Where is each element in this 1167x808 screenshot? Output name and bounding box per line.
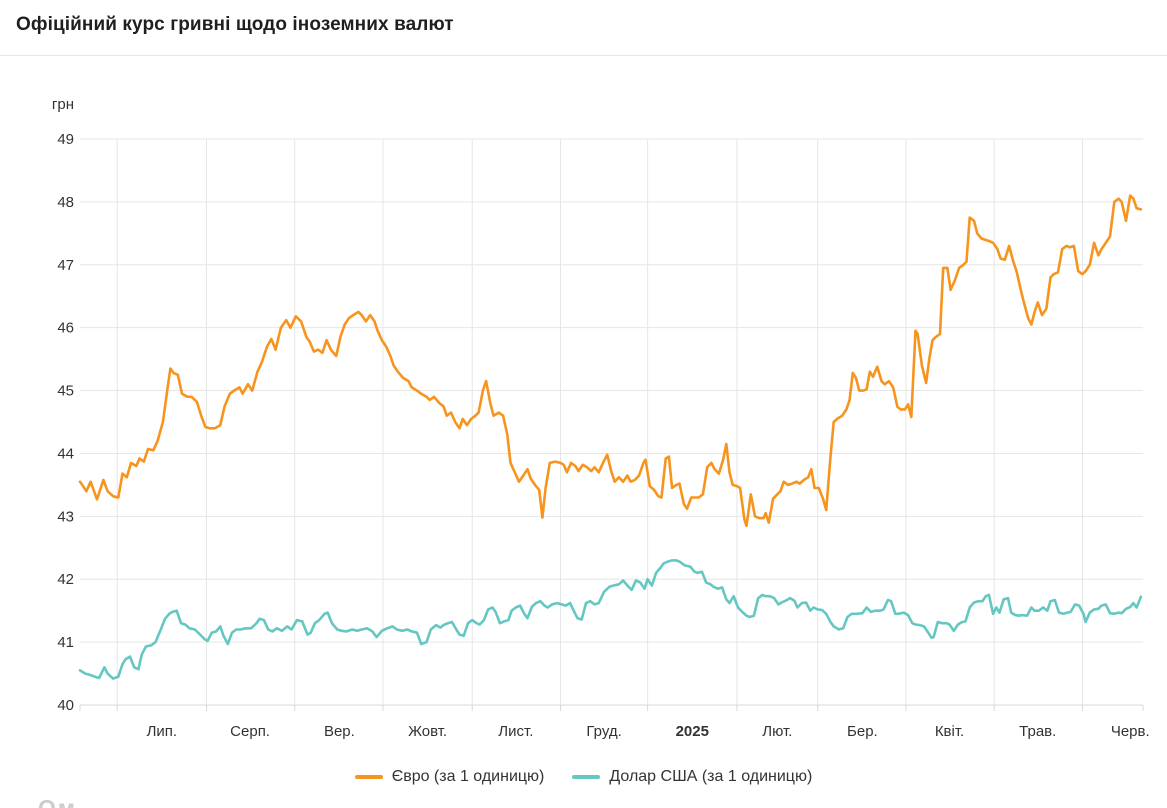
legend-label-euro: Євро (за 1 одиницю) bbox=[391, 768, 545, 785]
usd-line-swatch bbox=[572, 775, 601, 779]
watermark-partial: Ом bbox=[38, 797, 77, 808]
svg-text:43: 43 bbox=[57, 508, 74, 525]
svg-text:49: 49 bbox=[57, 131, 74, 148]
svg-text:48: 48 bbox=[57, 194, 74, 211]
svg-text:Вер.: Вер. bbox=[324, 723, 355, 740]
svg-text:Груд.: Груд. bbox=[586, 723, 621, 740]
chart-legend: Євро (за 1 одиницю) Долар США (за 1 один… bbox=[0, 760, 1167, 794]
legend-item-usd[interactable]: Долар США (за 1 одиницю) bbox=[572, 768, 812, 786]
svg-text:Жовт.: Жовт. bbox=[408, 723, 447, 740]
svg-text:40: 40 bbox=[57, 697, 74, 714]
chart-header: Офіційний курс гривні щодо іноземних вал… bbox=[0, 0, 1167, 56]
svg-text:41: 41 bbox=[57, 634, 74, 651]
svg-text:Серп.: Серп. bbox=[230, 723, 270, 740]
euro-line-swatch bbox=[354, 775, 383, 779]
legend-item-euro[interactable]: Євро (за 1 одиницю) bbox=[354, 768, 545, 786]
svg-text:2025: 2025 bbox=[676, 723, 709, 740]
svg-text:Трав.: Трав. bbox=[1019, 723, 1056, 740]
svg-text:44: 44 bbox=[57, 445, 74, 462]
svg-text:Квіт.: Квіт. bbox=[935, 723, 964, 740]
svg-text:45: 45 bbox=[57, 383, 74, 400]
svg-text:47: 47 bbox=[57, 257, 74, 274]
svg-text:грн: грн bbox=[52, 96, 74, 113]
svg-text:46: 46 bbox=[57, 320, 74, 337]
svg-text:Лист.: Лист. bbox=[498, 723, 533, 740]
legend-label-usd: Долар США (за 1 одиницю) bbox=[609, 768, 813, 785]
exchange-rate-line-chart[interactable]: 40 41 42 43 44 45 46 47 48 49 грн Лип. Серп. Вер. Жовт… bbox=[0, 57, 1167, 757]
svg-text:Лип.: Лип. bbox=[147, 723, 178, 740]
svg-text:Лют.: Лют. bbox=[762, 723, 792, 740]
svg-text:Черв.: Черв. bbox=[1111, 723, 1150, 740]
svg-text:42: 42 bbox=[57, 571, 74, 588]
svg-text:Бер.: Бер. bbox=[847, 723, 878, 740]
page-title: Офіційний курс гривні щодо іноземних вал… bbox=[16, 14, 454, 35]
